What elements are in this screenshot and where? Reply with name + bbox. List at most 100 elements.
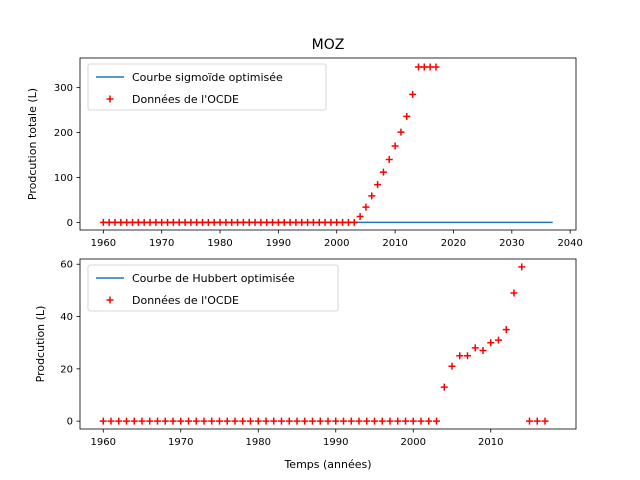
data-point (386, 417, 394, 425)
data-point (339, 218, 347, 226)
data-point (192, 417, 200, 425)
data-point (123, 417, 130, 425)
data-point (433, 417, 440, 425)
data-point (164, 218, 172, 226)
data-point (99, 218, 107, 226)
data-point (315, 218, 323, 226)
data-point (510, 289, 518, 297)
data-point (285, 417, 293, 425)
data-point (146, 218, 154, 226)
data-point (231, 417, 239, 425)
data-point (316, 417, 324, 425)
legend: Courbe de Hubbert optimisée Données de l'… (87, 264, 339, 312)
data-point (154, 417, 161, 425)
data-point (274, 218, 282, 226)
data-point (301, 417, 309, 425)
data-point (239, 417, 247, 425)
y-tick-label: 100 (54, 173, 73, 184)
data-point (344, 218, 352, 226)
data-point (487, 339, 495, 347)
y-tick-label: 200 (54, 128, 73, 139)
data-point (448, 362, 456, 370)
y-tick-label: 300 (54, 83, 73, 94)
data-point (378, 417, 386, 425)
data-point (107, 417, 115, 425)
data-point (425, 417, 433, 425)
data-point (420, 63, 428, 71)
x-tick-label: 2020 (441, 238, 466, 249)
data-point (355, 417, 363, 425)
data-point (208, 417, 216, 425)
data-point (541, 417, 549, 425)
data-point (138, 417, 146, 425)
data-point (293, 417, 301, 425)
data-point (292, 218, 300, 226)
data-point (502, 326, 510, 334)
y-tick-label: 0 (67, 218, 73, 229)
x-tick-label: 2010 (478, 437, 503, 448)
data-point (403, 112, 411, 120)
data-point (321, 218, 329, 226)
data-point (200, 417, 208, 425)
data-point (99, 417, 107, 425)
legend-entry-label: Données de l'OCDE (132, 294, 239, 307)
x-tick-label: 1960 (91, 437, 116, 448)
data-point (105, 218, 113, 226)
figure-title: MOZ (312, 37, 345, 53)
x-tick-label: 1960 (91, 238, 116, 249)
x-tick-label: 1970 (149, 238, 174, 249)
data-point (161, 417, 169, 425)
data-point (298, 218, 306, 226)
x-axis-label: Temps (années) (283, 458, 371, 471)
legend-entry-label: Courbe de Hubbert optimisée (132, 272, 295, 285)
x-tick-label: 2000 (324, 238, 349, 249)
legend-box (87, 264, 339, 312)
data-point (169, 218, 177, 226)
data-point (371, 417, 378, 425)
data-point (327, 218, 335, 226)
plot-frame (79, 258, 577, 430)
x-tick-label: 1990 (266, 238, 291, 249)
data-point (210, 218, 218, 226)
data-point (228, 218, 236, 226)
data-point (340, 417, 347, 425)
data-point (409, 90, 417, 98)
data-point (324, 417, 332, 425)
data-point (158, 218, 166, 226)
y-axis-label: Prodcution totale (L) (26, 88, 39, 200)
data-point (185, 417, 192, 425)
data-point (193, 218, 201, 226)
data-point (175, 218, 183, 226)
data-point (146, 417, 154, 425)
data-point (199, 218, 207, 226)
data-point (216, 417, 223, 425)
data-point (471, 344, 479, 352)
data-point (426, 63, 434, 71)
data-point (181, 218, 189, 226)
data-point (397, 128, 405, 136)
legend-box (87, 63, 327, 111)
data-point (130, 417, 138, 425)
x-tick-label: 2010 (382, 238, 407, 249)
plot-frame (79, 57, 577, 231)
data-point (169, 417, 177, 425)
data-point (187, 218, 195, 226)
data-point (234, 218, 242, 226)
data-point (269, 218, 277, 226)
data-point (280, 218, 288, 226)
data-point (363, 417, 371, 425)
data-point (309, 417, 316, 425)
subplot-bottom: 1960 1970 1980 1990 2000 2010 0 20 40 60 Prodcutio… (34, 258, 577, 471)
data-point (417, 417, 425, 425)
x-tick-label: 2000 (401, 437, 426, 448)
data-point (247, 417, 254, 425)
data-point (152, 218, 160, 226)
data-point (245, 218, 253, 226)
x-tick-label: 2030 (499, 238, 524, 249)
data-point (309, 218, 317, 226)
data-point (409, 417, 417, 425)
data-point (350, 218, 358, 226)
data-point (374, 181, 382, 189)
legend: Courbe sigmoïde optimisée Données de l'OC… (87, 63, 327, 111)
